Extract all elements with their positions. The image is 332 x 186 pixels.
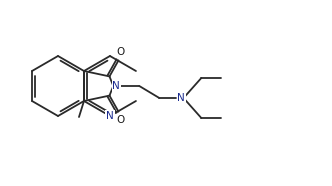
Text: N: N: [113, 81, 120, 91]
Text: O: O: [116, 47, 124, 57]
Text: O: O: [116, 115, 124, 125]
Text: N: N: [106, 111, 114, 121]
Text: N: N: [177, 93, 185, 103]
